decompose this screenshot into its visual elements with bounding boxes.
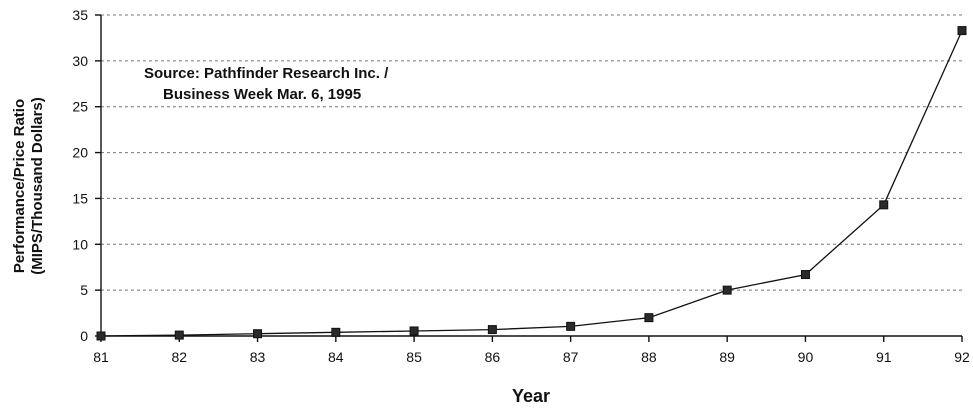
y-tick-label: 10 <box>72 236 88 252</box>
data-point-marker <box>253 329 263 339</box>
annotation-line-2: Business Week Mar. 6, 1995 <box>163 86 361 103</box>
x-axis-title: Year <box>512 386 550 406</box>
series-line <box>100 30 963 337</box>
x-tick-label: 82 <box>171 349 187 365</box>
grid-lines <box>101 14 962 291</box>
x-tick-label: 86 <box>485 349 501 365</box>
x-tick-label: 90 <box>798 349 814 365</box>
data-point-marker <box>566 321 576 331</box>
x-tick-label: 88 <box>641 349 657 365</box>
data-point-marker <box>487 325 497 335</box>
y-tick-label: 0 <box>80 328 88 344</box>
data-point-marker <box>722 285 732 295</box>
data-point-marker <box>957 26 967 36</box>
y-axis-title-line-2: (MIPS/Thousand Dollars) <box>29 97 46 275</box>
data-point-marker <box>800 270 810 280</box>
data-point-marker <box>174 330 184 340</box>
data-point-marker <box>331 327 341 337</box>
data-point-marker <box>96 331 106 341</box>
x-tick-label: 81 <box>93 349 109 365</box>
x-tick-label: 85 <box>406 349 422 365</box>
y-axis-title: Performance/Price Ratio (MIPS/Thousand D… <box>11 97 46 275</box>
x-tick-label: 91 <box>876 349 892 365</box>
y-tick-label: 15 <box>72 190 88 206</box>
x-tick-label: 92 <box>954 349 970 365</box>
y-tick-label: 35 <box>72 7 88 23</box>
annotation-line-1: Source: Pathfinder Research Inc. / <box>144 65 389 82</box>
data-point-marker <box>409 326 419 336</box>
data-point-marker <box>644 313 654 323</box>
x-tick-label: 87 <box>563 349 579 365</box>
data-point-marker <box>879 200 889 210</box>
x-tick-label: 89 <box>719 349 735 365</box>
x-tick-label: 83 <box>250 349 266 365</box>
y-tick-label: 5 <box>80 282 88 298</box>
y-tick-labels: 0 5 10 15 20 25 30 35 <box>72 7 88 344</box>
x-tick-label: 84 <box>328 349 344 365</box>
y-tick-label: 25 <box>72 99 88 115</box>
y-tick-label: 20 <box>72 145 88 161</box>
y-axis-title-line-1: Performance/Price Ratio <box>11 99 28 273</box>
series <box>96 26 967 341</box>
y-tick-label: 30 <box>72 53 88 69</box>
x-tick-labels: 81 82 83 84 85 86 87 88 89 90 91 92 <box>93 349 970 365</box>
